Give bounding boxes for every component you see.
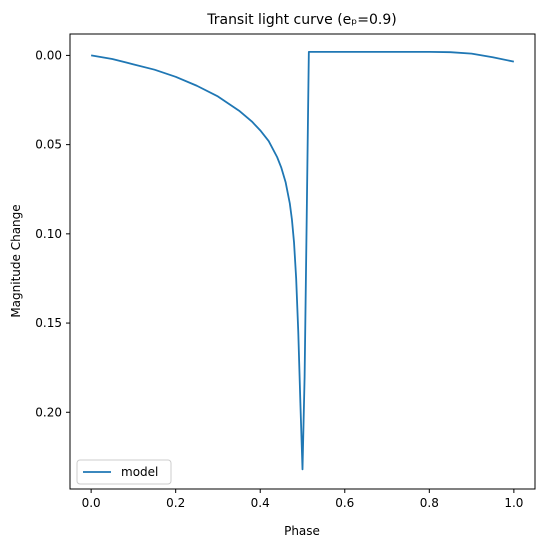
x-axis-label: Phase xyxy=(284,524,320,538)
y-axis-label: Magnitude Change xyxy=(9,204,23,317)
x-tick-label: 0.6 xyxy=(335,496,354,510)
x-tick-label: 0.2 xyxy=(166,496,185,510)
legend: model xyxy=(76,459,172,485)
x-tick-label: 0.8 xyxy=(420,496,439,510)
x-axis-ticks: 0.0 0.2 0.4 0.6 0.8 1.0 xyxy=(82,489,523,510)
y-tick-label: 0.00 xyxy=(35,48,62,62)
y-tick-label: 0.20 xyxy=(35,405,62,419)
legend-label-model: model xyxy=(121,465,158,479)
plot-area: 0.0 0.2 0.4 0.6 0.8 1.0 0.00 0.05 0.10 0.15 0.20 xyxy=(35,33,536,510)
axes-background xyxy=(70,34,535,489)
chart-title: Transit light curve (eₚ=0.9) xyxy=(206,12,397,28)
y-tick-label: 0.05 xyxy=(35,138,62,152)
axes-frame xyxy=(69,33,536,490)
y-tick-label: 0.10 xyxy=(35,227,62,241)
x-tick-label: 1.0 xyxy=(504,496,523,510)
y-tick-label: 0.15 xyxy=(35,316,62,330)
y-axis-ticks: 0.00 0.05 0.10 0.15 0.20 xyxy=(35,48,70,419)
x-tick-label: 0.0 xyxy=(82,496,101,510)
series-line-model xyxy=(90,50,515,471)
series-layer xyxy=(90,50,515,471)
x-tick-label: 0.4 xyxy=(251,496,270,510)
legend-box xyxy=(76,459,172,485)
